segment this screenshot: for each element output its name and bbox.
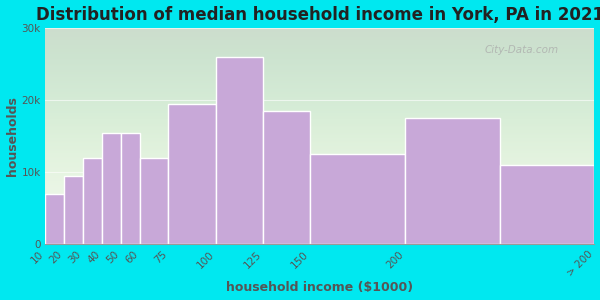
Bar	[169, 104, 216, 244]
Bar	[46, 194, 64, 244]
Bar	[102, 133, 121, 244]
Bar	[310, 154, 405, 244]
Bar	[121, 133, 140, 244]
Bar	[263, 111, 310, 244]
Bar	[83, 158, 102, 244]
Bar	[500, 165, 595, 244]
Text: City-Data.com: City-Data.com	[485, 45, 559, 55]
Bar	[140, 158, 169, 244]
Bar	[64, 176, 83, 244]
Y-axis label: households: households	[5, 96, 19, 176]
Title: Distribution of median household income in York, PA in 2021: Distribution of median household income …	[36, 6, 600, 24]
X-axis label: household income ($1000): household income ($1000)	[226, 281, 413, 294]
Bar	[405, 118, 500, 244]
Bar	[216, 57, 263, 244]
